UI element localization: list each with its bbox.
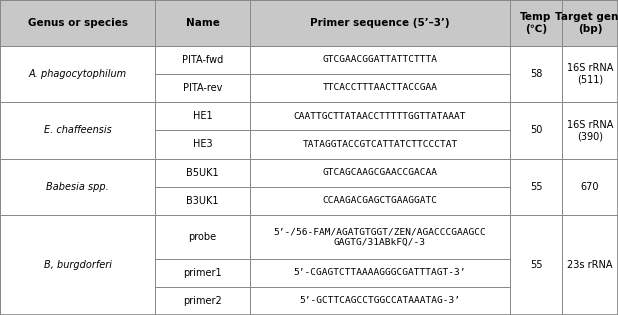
Bar [155,46,250,74]
Text: Temp
(℃): Temp (℃) [520,12,552,34]
Bar [562,46,618,102]
Bar [510,46,562,102]
Text: 5’-GCTTCAGCCTGGCCATAAATAG-3’: 5’-GCTTCAGCCTGGCCATAAATAG-3’ [300,296,460,305]
Bar [250,0,510,46]
Text: PITA-rev: PITA-rev [183,83,222,93]
Bar [510,158,562,215]
Bar [155,74,250,102]
Text: B, burgdorferi: B, burgdorferi [43,260,111,270]
Text: 5’-/56-FAM/AGATGTGGT/ZEN/AGACCCGAAGCC
GAGTG/31ABkFQ/-3: 5’-/56-FAM/AGATGTGGT/ZEN/AGACCCGAAGCC GA… [274,227,486,247]
Text: Primer sequence (5’–3’): Primer sequence (5’–3’) [310,18,450,28]
Text: PITA-fwd: PITA-fwd [182,55,223,65]
Text: probe: probe [188,232,216,242]
Text: GTCAGCAAGCGAACCGACAA: GTCAGCAAGCGAACCGACAA [323,168,438,177]
Text: TATAGGTACCGTCATTATCTTCCCTAT: TATAGGTACCGTCATTATCTTCCCTAT [302,140,457,149]
Text: 55: 55 [530,260,542,270]
Text: 50: 50 [530,125,542,135]
Text: 23s rRNA: 23s rRNA [567,260,613,270]
Bar [250,259,510,287]
Bar [0,102,155,158]
Bar [250,46,510,74]
Bar [250,287,510,315]
Bar [250,102,510,130]
Bar [0,0,155,46]
Bar [250,215,510,259]
Bar [510,102,562,158]
Bar [562,215,618,315]
Text: primer1: primer1 [183,268,222,278]
Bar [510,215,562,315]
Bar [250,187,510,215]
Text: 16S rRNA
(511): 16S rRNA (511) [567,63,613,85]
Bar [155,158,250,187]
Text: 670: 670 [581,182,599,192]
Text: primer2: primer2 [183,296,222,306]
Text: Name: Name [185,18,219,28]
Bar [562,102,618,158]
Text: 5’-CGAGTCTTAAAAGGGCGATTTAGT-3’: 5’-CGAGTCTTAAAAGGGCGATTTAGT-3’ [294,268,466,277]
Bar [510,0,562,46]
Bar [0,158,155,215]
Text: B3UK1: B3UK1 [186,196,219,206]
Text: A. phagocytophilum: A. phagocytophilum [28,69,127,79]
Bar [0,215,155,315]
Bar [155,259,250,287]
Bar [155,215,250,259]
Text: HE1: HE1 [193,111,213,121]
Text: CCAAGACGAGCTGAAGGATC: CCAAGACGAGCTGAAGGATC [323,197,438,205]
Bar [562,0,618,46]
Text: CAATTGCTTATAACCTTTTTGGTTATAAAT: CAATTGCTTATAACCTTTTTGGTTATAAAT [294,112,466,121]
Text: Target gene
(bp): Target gene (bp) [555,12,618,34]
Text: B5UK1: B5UK1 [186,168,219,178]
Bar [155,102,250,130]
Bar [562,158,618,215]
Text: E. chaffeensis: E. chaffeensis [44,125,111,135]
Text: HE3: HE3 [193,140,213,149]
Text: 58: 58 [530,69,542,79]
Text: TTCACCTTTAACTTACCGAA: TTCACCTTTAACTTACCGAA [323,83,438,93]
Bar [250,158,510,187]
Bar [0,46,155,102]
Bar [155,287,250,315]
Bar [155,187,250,215]
Bar [155,0,250,46]
Bar [155,130,250,158]
Text: 55: 55 [530,182,542,192]
Text: Babesia spp.: Babesia spp. [46,182,109,192]
Text: Genus or species: Genus or species [27,18,127,28]
Bar [250,130,510,158]
Text: GTCGAACGGATTATTCTTTA: GTCGAACGGATTATTCTTTA [323,55,438,64]
Bar [250,74,510,102]
Text: 16S rRNA
(390): 16S rRNA (390) [567,120,613,141]
